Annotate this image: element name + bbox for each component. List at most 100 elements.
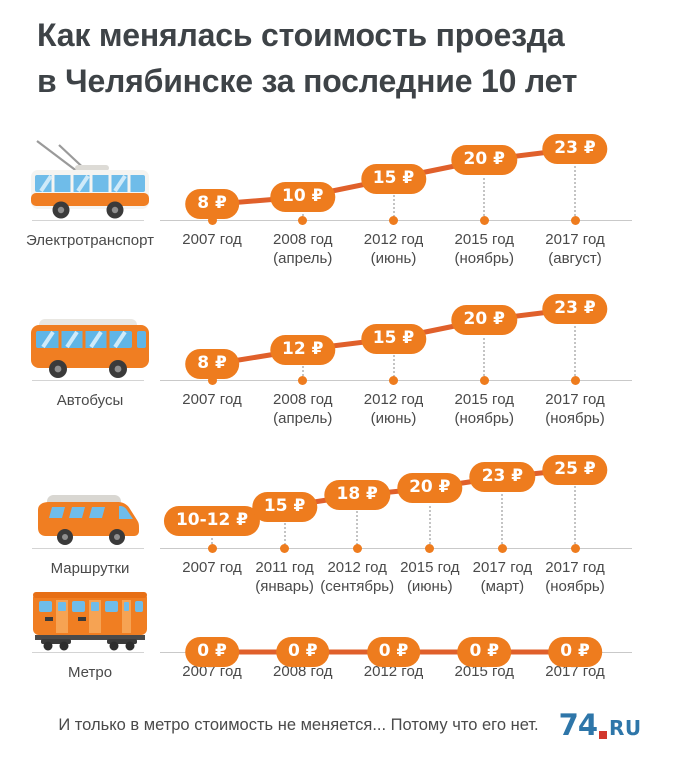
date-label: 2007 год bbox=[154, 230, 270, 249]
logo-domain: RU bbox=[609, 716, 642, 740]
date-year: 2017 год bbox=[545, 391, 605, 408]
date-year: 2007 год bbox=[182, 391, 242, 408]
trolleybus-icon bbox=[22, 135, 158, 221]
date-label: 2012 год bbox=[336, 662, 452, 681]
price-badge: 20 ₽ bbox=[451, 145, 517, 175]
transport-row-metro: Метро 2007 год 2008 год 2012 год 2015 год 201… bbox=[0, 592, 700, 712]
vehicle-label: Метро bbox=[67, 664, 113, 681]
price-badge: 12 ₽ bbox=[270, 334, 336, 365]
bus-icon bbox=[22, 295, 158, 381]
transport-row-bus: Автобусы 2007 год 2008 год (апрель) 2012 год… bbox=[0, 278, 700, 440]
data-point-dot bbox=[389, 215, 398, 225]
date-month: (июнь) bbox=[370, 410, 417, 427]
title-line-1: Как менялась стоимость проезда bbox=[37, 17, 565, 53]
price-badge: 25 ₽ bbox=[542, 454, 608, 485]
date-label: 2015 год (ноябрь) bbox=[426, 390, 542, 428]
stem-line bbox=[283, 519, 286, 548]
date-label: 2008 год (апрель) bbox=[245, 230, 361, 268]
date-month: (март) bbox=[480, 578, 525, 595]
stem-line bbox=[483, 173, 486, 220]
date-label: 2007 год bbox=[154, 662, 270, 681]
stem-line bbox=[356, 508, 359, 548]
price-badge: 8 ₽ bbox=[185, 349, 239, 380]
date-year: 2008 год bbox=[273, 663, 333, 680]
date-label: 2015 год (ноябрь) bbox=[426, 230, 542, 268]
price-badge: 10-12 ₽ bbox=[163, 506, 261, 537]
date-label: 2017 год (ноябрь) bbox=[517, 390, 633, 428]
date-label: 2012 год (июнь) bbox=[336, 390, 452, 428]
metro-icon bbox=[22, 567, 158, 653]
date-month: (ноябрь) bbox=[545, 410, 605, 427]
price-badge: 10 ₽ bbox=[270, 182, 336, 212]
data-point-dot bbox=[207, 215, 217, 225]
footer-caption: И только в метро стоимость не меняется..… bbox=[58, 715, 539, 734]
price-badge: 15 ₽ bbox=[360, 163, 427, 194]
date-label: 2017 год (март) bbox=[444, 558, 560, 596]
stem-line bbox=[392, 191, 395, 220]
date-year: 2008 год bbox=[273, 391, 333, 408]
transport-row-trolleybus: Электротранспорт 2007 год 2008 год (апрель)… bbox=[0, 118, 700, 280]
date-year: 2015 год bbox=[454, 391, 514, 408]
date-year: 2012 год bbox=[363, 231, 424, 248]
date-year: 2007 год bbox=[182, 231, 242, 248]
date-month: (ноябрь) bbox=[454, 410, 515, 427]
vehicle-label: Электротранспорт bbox=[25, 232, 155, 249]
stem-line bbox=[501, 489, 504, 548]
data-point-dot bbox=[298, 375, 308, 385]
page-title: Как менялась стоимость проезда в Челябинс… bbox=[37, 12, 677, 104]
date-year: 2017 год bbox=[545, 663, 605, 680]
date-label: 2011 год (январь) bbox=[227, 558, 343, 596]
price-badge: 0 ₽ bbox=[548, 637, 602, 667]
minibus-icon bbox=[22, 463, 158, 549]
date-year: 2007 год bbox=[182, 559, 242, 576]
stem-line bbox=[483, 333, 486, 380]
date-year: 2012 год bbox=[327, 559, 387, 576]
date-month: (апрель) bbox=[273, 410, 333, 427]
data-point-dot bbox=[352, 543, 362, 553]
price-badge: 20 ₽ bbox=[451, 305, 517, 335]
price-badge: 20 ₽ bbox=[397, 473, 463, 503]
date-label: 2017 год (ноябрь) bbox=[517, 558, 633, 596]
date-year: 2015 год bbox=[400, 559, 460, 576]
logo-dot-icon bbox=[599, 731, 607, 739]
date-label: 2007 год bbox=[154, 558, 270, 577]
logo-number: 74 bbox=[558, 708, 598, 742]
date-month: (сентябрь) bbox=[320, 578, 395, 595]
data-point-dot bbox=[280, 543, 290, 553]
date-year: 2012 год bbox=[363, 391, 424, 408]
date-label: 2017 год bbox=[517, 662, 633, 681]
price-badge: 15 ₽ bbox=[251, 491, 318, 522]
date-year: 2007 год bbox=[182, 663, 242, 680]
price-badge: 23 ₽ bbox=[542, 293, 608, 324]
date-month: (январь) bbox=[255, 578, 314, 595]
date-year: 2012 год bbox=[363, 663, 424, 680]
stem-line bbox=[301, 362, 304, 380]
data-point-dot bbox=[298, 215, 308, 225]
data-point-dot bbox=[207, 375, 217, 385]
data-point-dot bbox=[207, 543, 217, 553]
date-year: 2017 год bbox=[545, 231, 605, 248]
date-month: (август) bbox=[548, 250, 602, 267]
price-badge: 0 ₽ bbox=[275, 637, 330, 667]
date-label: 2015 год bbox=[426, 662, 542, 681]
footer: И только в метро стоимость не меняется..… bbox=[0, 708, 700, 742]
price-badge: 8 ₽ bbox=[185, 189, 239, 220]
date-month: (июнь) bbox=[406, 578, 453, 595]
vehicle-label: Маршрутки bbox=[50, 560, 130, 577]
stem-line bbox=[301, 210, 304, 220]
data-point-dot bbox=[570, 375, 580, 385]
date-year: 2015 год bbox=[454, 663, 514, 680]
stem-line bbox=[574, 482, 576, 548]
vehicle-label: Автобусы bbox=[56, 392, 124, 409]
icon-ground-line bbox=[32, 652, 144, 653]
date-label: 2012 год (июнь) bbox=[336, 230, 452, 268]
price-badge: 0 ₽ bbox=[366, 637, 421, 667]
data-point-dot bbox=[479, 375, 489, 385]
price-badge: 23 ₽ bbox=[542, 133, 608, 164]
data-point-dot bbox=[497, 543, 507, 553]
data-point-dot bbox=[425, 543, 435, 553]
data-point-dot bbox=[389, 375, 398, 385]
date-year: 2011 год bbox=[255, 559, 314, 576]
